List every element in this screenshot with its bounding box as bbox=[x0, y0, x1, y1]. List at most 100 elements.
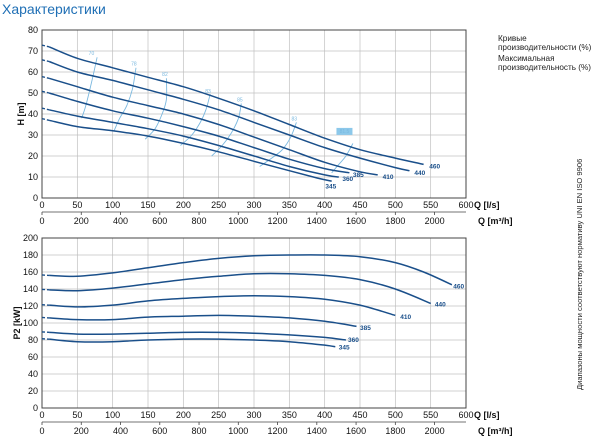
max-efficiency-box bbox=[336, 127, 353, 135]
series-360-head-label: 360 bbox=[342, 176, 353, 183]
head-ylabel: H [m] bbox=[16, 103, 26, 126]
series-345-power-label: 345 bbox=[339, 345, 350, 352]
power-frame bbox=[41, 237, 467, 409]
efficiency-curve-82 bbox=[144, 78, 168, 140]
series-345-power-line bbox=[49, 338, 336, 348]
power-ytick-label: 40 bbox=[28, 369, 38, 379]
head-xtick-label: 250 bbox=[211, 200, 226, 210]
efficiency-label-83: 83 bbox=[291, 116, 297, 122]
head-x2tick-label: 0 bbox=[39, 216, 44, 226]
power-ytick-label: 0 bbox=[33, 403, 38, 413]
power-xtick-label: 0 bbox=[39, 410, 44, 420]
head-x2tick-label: 800 bbox=[192, 216, 207, 226]
series-410-head-line bbox=[48, 77, 378, 176]
head-xtick-label: 0 bbox=[39, 200, 44, 210]
head-xtick-label: 350 bbox=[282, 200, 297, 210]
power-xtick-label: 50 bbox=[72, 410, 82, 420]
series-385-head-line bbox=[48, 92, 350, 174]
series-345-head-line bbox=[48, 119, 332, 182]
series-440-power-line bbox=[49, 272, 431, 305]
power-ytick-label: 120 bbox=[23, 301, 38, 311]
power-xlabel2: Q [m³/h] bbox=[478, 426, 513, 436]
series-345-head-label: 345 bbox=[325, 183, 336, 190]
power-xtick-label: 100 bbox=[105, 410, 120, 420]
power-x2tick-label: 2000 bbox=[425, 426, 445, 436]
power-xtick-label: 450 bbox=[352, 410, 367, 420]
head-xtick-label: 400 bbox=[317, 200, 332, 210]
series-360-start bbox=[41, 107, 50, 111]
series-410-head-label: 410 bbox=[383, 174, 394, 181]
power-xtick-label: 550 bbox=[423, 410, 438, 420]
power-xtick-label: 250 bbox=[211, 410, 226, 420]
power-xtick-label: 500 bbox=[388, 410, 403, 420]
power-x2tick-label: 1600 bbox=[346, 426, 366, 436]
power-xtick-label: 600 bbox=[458, 410, 473, 420]
power-x2tick-label: 200 bbox=[74, 426, 89, 436]
head-ytick-label: 20 bbox=[28, 151, 38, 161]
head-ytick-label: 80 bbox=[28, 25, 38, 35]
power-xtick-label: 400 bbox=[317, 410, 332, 420]
series-385-start bbox=[41, 90, 50, 94]
power-ytick-label: 200 bbox=[23, 233, 38, 243]
head-x2tick-label: 1000 bbox=[228, 216, 248, 226]
head-x2tick-label: 400 bbox=[113, 216, 128, 226]
series-410-start bbox=[41, 75, 50, 79]
head-xlabel2: Q [m³/h] bbox=[478, 216, 513, 226]
series-385-power-label: 385 bbox=[360, 325, 371, 332]
power-ylabel: P2 [kW] bbox=[12, 306, 22, 339]
head-x2tick-label: 600 bbox=[152, 216, 167, 226]
series-460-start bbox=[41, 44, 50, 48]
series-345-start bbox=[41, 117, 50, 121]
power-xtick-label: 350 bbox=[282, 410, 297, 420]
head-frame bbox=[41, 29, 467, 199]
series-440-head-line bbox=[48, 60, 410, 172]
power-xtick-label: 200 bbox=[176, 410, 191, 420]
efficiency-curve-70 bbox=[81, 57, 98, 119]
efficiency-curve-81.5 bbox=[331, 143, 354, 174]
series-410-power-label: 410 bbox=[400, 314, 411, 321]
series-385-head-label: 385 bbox=[353, 172, 364, 179]
series-360-power-line bbox=[49, 331, 346, 341]
efficiency-label-78: 78 bbox=[131, 62, 137, 68]
head-ytick-label: 30 bbox=[28, 130, 38, 140]
power-x2tick-label: 400 bbox=[113, 426, 128, 436]
head-ytick-label: 60 bbox=[28, 67, 38, 77]
power-x2tick-label: 1800 bbox=[385, 426, 405, 436]
legend-efficiency-curves: Кривые производительности (%) bbox=[498, 34, 592, 52]
power-x2tick-label: 0 bbox=[39, 426, 44, 436]
head-xtick-label: 50 bbox=[72, 200, 82, 210]
side-note-text: Диапазоны мощности соответствуют нормати… bbox=[575, 159, 584, 390]
head-ytick-label: 70 bbox=[28, 46, 38, 56]
head-xlabel: Q [l/s] bbox=[474, 200, 500, 210]
series-385-power-line bbox=[49, 314, 357, 328]
series-360-head-line bbox=[48, 109, 339, 178]
head-xtick-label: 100 bbox=[105, 200, 120, 210]
power-ytick-label: 80 bbox=[28, 335, 38, 345]
power-ytick-label: 20 bbox=[28, 386, 38, 396]
efficiency-label-81.5: 81.5 bbox=[340, 129, 350, 135]
head-xtick-label: 200 bbox=[176, 200, 191, 210]
side-note: Диапазоны мощности соответствуют нормати… bbox=[575, 159, 584, 390]
efficiency-label-85: 85 bbox=[237, 97, 243, 103]
head-x2tick-label: 1400 bbox=[307, 216, 327, 226]
series-460-head-line bbox=[48, 46, 424, 166]
series-410-power-line bbox=[49, 295, 396, 317]
head-x2tick-label: 2000 bbox=[425, 216, 445, 226]
head-xtick-label: 500 bbox=[388, 200, 403, 210]
head-x2tick-label: 1800 bbox=[385, 216, 405, 226]
head-x2tick-label: 1600 bbox=[346, 216, 366, 226]
page-title: Характеристики bbox=[2, 1, 106, 17]
efficiency-label-83: 83 bbox=[205, 89, 211, 95]
power-x2tick-label: 1400 bbox=[307, 426, 327, 436]
head-x2tick-label: 200 bbox=[74, 216, 89, 226]
power-x2tick-label: 1000 bbox=[228, 426, 248, 436]
power-ytick-label: 140 bbox=[23, 284, 38, 294]
power-ytick-label: 160 bbox=[23, 267, 38, 277]
head-ytick-label: 0 bbox=[33, 193, 38, 203]
series-360-power-label: 360 bbox=[348, 337, 359, 344]
efficiency-curve-85 bbox=[211, 103, 242, 157]
series-460-head-label: 460 bbox=[429, 164, 440, 171]
power-ytick-label: 100 bbox=[23, 318, 38, 328]
head-ytick-label: 50 bbox=[28, 88, 38, 98]
